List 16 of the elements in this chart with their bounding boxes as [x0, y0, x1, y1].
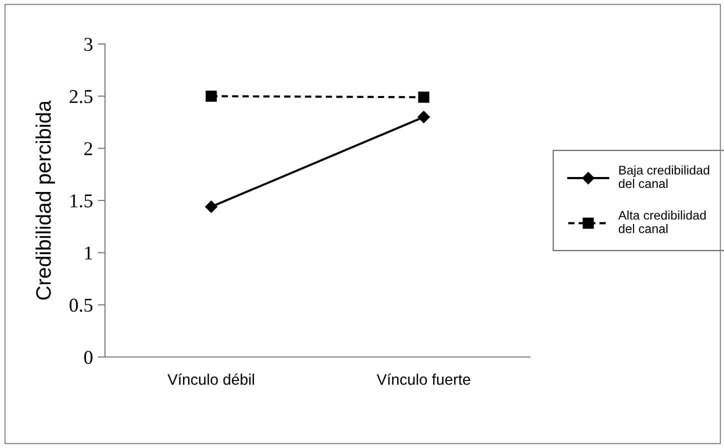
- point: [418, 110, 430, 124]
- y-axis-title: Credibilidad percibida: [36, 100, 55, 300]
- y-tick-label: 3: [84, 38, 92, 51]
- y-tick-label: 1: [85, 246, 92, 260]
- point: [205, 200, 218, 213]
- y-tick-label: 2.5: [70, 90, 92, 104]
- y-tick-label: 0: [84, 350, 92, 364]
- y-tick-label: 0.5: [70, 298, 92, 312]
- x-tick-label: Vínculo débil: [168, 373, 254, 385]
- point: [206, 90, 217, 102]
- legend-label: Alta credibilidad del canal: [618, 210, 706, 234]
- point: [418, 92, 430, 103]
- y-tick-label: 2: [84, 142, 92, 156]
- legend-label: Baja credibilidad del canal: [618, 165, 710, 188]
- y-tick-label: 1.5: [70, 194, 92, 208]
- x-tick-label: Vínculo fuerte: [376, 373, 470, 385]
